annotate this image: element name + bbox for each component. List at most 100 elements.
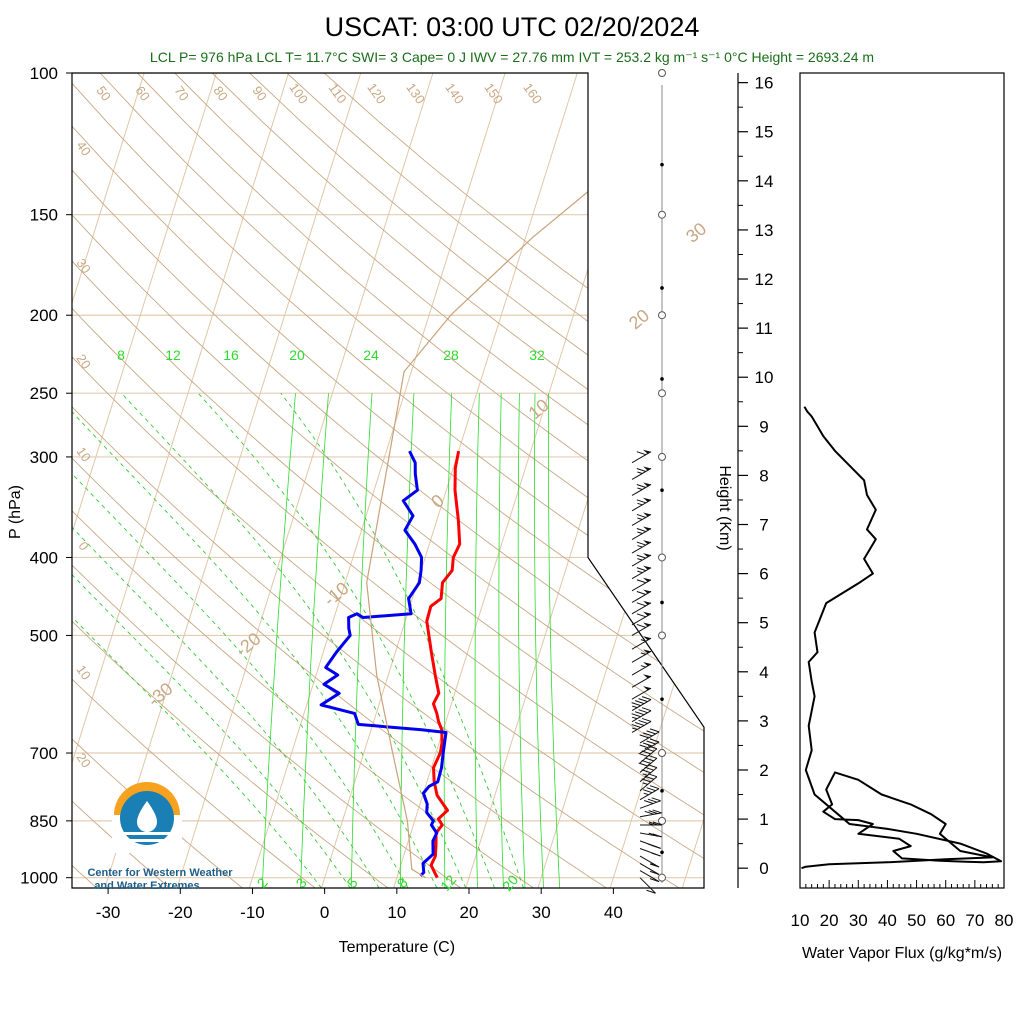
wind-barb-flag [649, 728, 660, 733]
wind-level-circle [658, 69, 666, 77]
flux-tick-label: 40 [878, 911, 897, 930]
wind-barb-flag [636, 528, 647, 533]
wind-barb-flag [631, 702, 641, 707]
x-tick-label: -30 [96, 903, 121, 922]
wind-barb [631, 526, 652, 540]
mixing-ratio-line [400, 393, 415, 888]
wind-barb [639, 855, 660, 868]
flux-tick-label: 10 [791, 911, 810, 930]
moist-adiabat-line [72, 392, 351, 888]
y-tick-label: 100 [30, 64, 58, 83]
wind-barb-pennant [643, 540, 652, 545]
dry-adiabat-line [286, 73, 704, 888]
wind-barb-flag [631, 713, 641, 718]
wind-barb-flag [638, 698, 648, 703]
wind-barb-half-flag [640, 652, 647, 655]
wind-barb-staff [639, 862, 660, 875]
wind-level-circle [658, 749, 666, 758]
wind-barb [631, 662, 652, 676]
wind-barb-staff [631, 451, 652, 464]
wind-level-dot [660, 162, 664, 167]
mixing-ratio-label: 20 [289, 347, 305, 363]
wind-barb-staff [631, 468, 652, 480]
wind-barb-half-flag [637, 531, 643, 535]
wind-barb-flag [647, 745, 658, 750]
dry-adiabat-line [72, 73, 534, 888]
wind-barb-flag [649, 870, 660, 875]
wind-barb-pennant [643, 674, 652, 679]
chart-subtitle: LCL P= 976 hPa LCL T= 11.7°C SWI= 3 Cape… [150, 49, 874, 65]
flux-line [801, 406, 1003, 870]
wind-barb [631, 466, 652, 480]
theta-label: 90 [249, 83, 270, 103]
water-vapor-flux-plot: 10 20 30 40 50 60 70 80 Water Vapor Flux (g/kg*m… [791, 72, 1014, 962]
wind-barb-flag [652, 809, 662, 814]
wind-barb [631, 649, 652, 663]
wind-barb-half-flag [640, 665, 647, 668]
x-tick-label: 20 [460, 903, 479, 922]
wind-barb [638, 754, 658, 773]
wind-barb-flag [636, 613, 647, 618]
theta-label: 150 [481, 80, 506, 106]
wind-barb-flag [652, 833, 662, 838]
flux-frame [799, 72, 1005, 889]
wind-barb-flag [634, 711, 645, 716]
mixing-ratio-line [261, 393, 296, 888]
wind-barb-flag [644, 747, 654, 752]
wind-barb-flag [636, 623, 647, 628]
wind-barb-flag [648, 821, 659, 826]
theta-label: 100 [286, 80, 311, 106]
wind-barb [631, 600, 652, 615]
wind-barb [631, 674, 652, 688]
height-tick-label: 15 [755, 123, 774, 142]
theta-label: 140 [442, 80, 467, 106]
wind-barb-flag [649, 738, 660, 743]
y-axis-label: P (hPa) [7, 485, 24, 539]
dry-adiabat-line [249, 73, 704, 888]
wind-barb-staff [631, 484, 652, 496]
x-tick-label: 40 [604, 903, 623, 922]
wind-barb [631, 553, 652, 567]
isotherm-line [393, 73, 650, 888]
dry-adiabat-line [72, 73, 316, 888]
flux-tick-label: 80 [995, 911, 1014, 930]
wind-level-dot [660, 850, 664, 855]
wind-barb [631, 512, 652, 526]
theta-label: 60 [132, 83, 153, 103]
wind-barb-flag [636, 499, 647, 504]
wind-barb-half-flag [640, 639, 647, 642]
y-tick-label: 700 [30, 744, 58, 763]
isotherm-line [248, 73, 506, 888]
isotherm-label: 10 [73, 662, 94, 682]
wind-barb-flag [636, 468, 647, 472]
y-tick-label: 500 [30, 626, 58, 645]
wind-barb-pennant [643, 512, 652, 517]
y-tick-label: 300 [30, 448, 58, 467]
wind-barb [639, 877, 656, 894]
mixing-ratio-line [534, 393, 544, 888]
wind-barb-staff [631, 710, 652, 723]
wind-barb [631, 540, 652, 554]
wind-barb-flag [634, 700, 645, 705]
wind-barb [631, 611, 652, 626]
wind-barb [639, 797, 661, 809]
theta-label: 80 [210, 83, 231, 103]
wind-barb [631, 707, 652, 723]
flux-tick-label: 70 [965, 911, 984, 930]
wind-barb-flag [642, 732, 653, 737]
logo-text-line2: and Water Extremes [94, 880, 199, 892]
wind-barb [631, 482, 652, 496]
wind-barb-flag [639, 744, 649, 749]
wind-barb-flag [649, 863, 660, 868]
isotherm-label: 20 [625, 305, 653, 333]
wind-barb-flag [646, 889, 656, 894]
wind-barb-staff [639, 757, 658, 773]
wind-barb [631, 577, 652, 592]
wind-barb-staff [631, 675, 652, 688]
wind-barb-flag [649, 878, 660, 883]
moist-adiabat-line [280, 392, 524, 888]
y-tick-label: 250 [30, 384, 58, 403]
plot-frame [71, 72, 705, 889]
isotherm-line [72, 73, 73, 888]
wind-barb-half-flag [637, 471, 643, 474]
